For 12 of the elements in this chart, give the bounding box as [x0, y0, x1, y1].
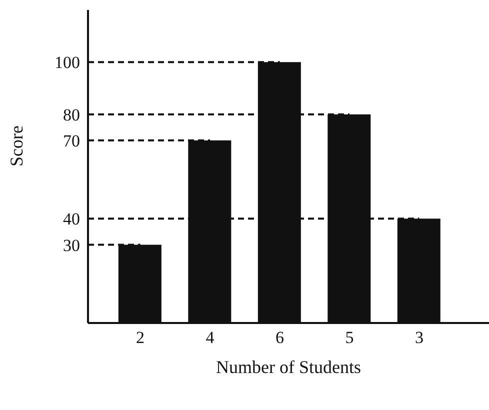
y-tick-label: 70	[63, 131, 80, 150]
y-tick-label: 40	[63, 210, 80, 229]
x-tick-label: 4	[206, 328, 215, 348]
x-tick-label: 6	[276, 328, 284, 348]
y-tick-label: 30	[63, 236, 80, 255]
x-axis-title: Number of Students	[216, 357, 361, 377]
x-tick-label: 5	[345, 328, 354, 348]
x-tick-label: 2	[136, 328, 145, 348]
y-tick-label: 80	[63, 105, 80, 124]
y-axis-title: Score	[6, 126, 26, 166]
y-tick-label: 100	[54, 53, 80, 72]
x-tick-label: 3	[415, 328, 424, 348]
